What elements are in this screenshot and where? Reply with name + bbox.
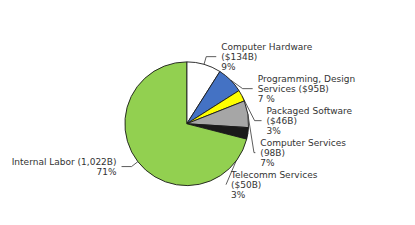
svg-text:Packaged Software: Packaged Software: [267, 106, 353, 116]
svg-text:Internal Labor (1,022B): Internal Labor (1,022B): [12, 157, 117, 167]
svg-text:($134B): ($134B): [221, 52, 257, 62]
svg-text:9%: 9%: [221, 62, 236, 72]
svg-text:Computer Hardware: Computer Hardware: [221, 42, 313, 52]
svg-text:3%: 3%: [267, 126, 282, 136]
svg-text:71%: 71%: [97, 167, 117, 177]
svg-text:7 %: 7 %: [258, 94, 276, 104]
svg-text:($46B): ($46B): [267, 116, 297, 126]
svg-text:Computer Services: Computer Services: [260, 138, 346, 148]
svg-text:Telecomm Services: Telecomm Services: [230, 170, 318, 180]
svg-text:Services ($95B): Services ($95B): [258, 84, 329, 94]
svg-text:(98B): (98B): [260, 148, 285, 158]
svg-text:Programming, Design: Programming, Design: [258, 74, 355, 84]
svg-text:3%: 3%: [231, 190, 246, 200]
svg-text:($50B): ($50B): [231, 180, 261, 190]
svg-text:7%: 7%: [260, 158, 275, 168]
